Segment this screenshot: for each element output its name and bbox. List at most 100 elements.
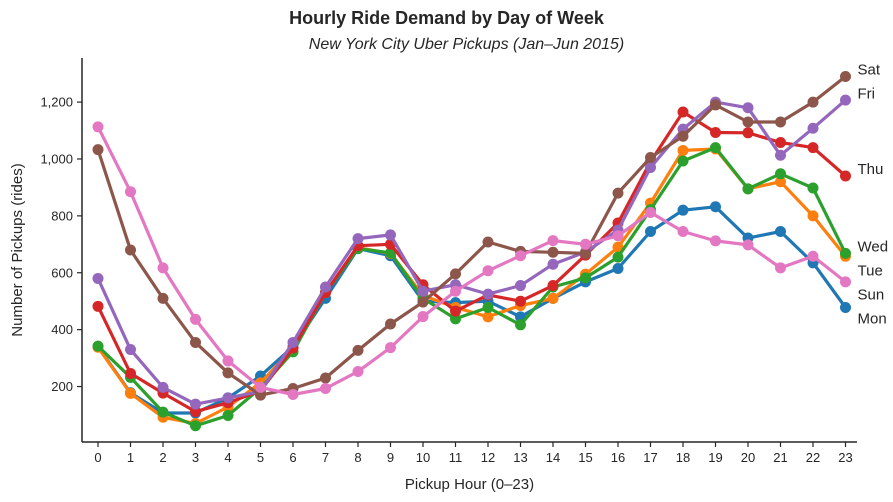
x-tick-label: 2 [159,450,166,465]
x-tick-label: 18 [676,450,690,465]
data-point [482,311,494,323]
data-point [320,383,331,395]
data-point [840,301,851,313]
x-tick-label: 0 [94,450,101,465]
data-point [840,94,851,106]
data-point [840,247,851,259]
series-end-label: Mon [858,310,887,327]
y-tick-label: 800 [51,208,73,223]
data-point [190,420,201,432]
data-point [450,305,461,317]
data-point [645,206,656,218]
data-point [775,176,786,188]
data-point [352,365,364,377]
data-point [515,280,526,292]
data-point [645,152,656,164]
data-point [547,292,559,304]
data-point [157,262,169,274]
data-point [807,142,819,154]
data-point [710,142,721,154]
x-tick-label: 13 [513,450,527,465]
series-mon [92,201,851,419]
data-point [157,292,169,304]
data-point [125,387,136,399]
series-line [96,146,847,428]
x-tick-label: 7 [322,450,329,465]
x-tick-label: 11 [449,450,463,465]
series-sat [92,70,851,401]
data-point [775,168,786,180]
data-point [677,204,689,216]
data-point [92,121,104,133]
data-point [612,262,624,274]
series-layer [92,70,851,432]
data-point [482,301,494,313]
data-point [255,389,266,401]
data-point [775,149,786,161]
y-tick-label: 1,200 [40,95,73,110]
data-point [775,262,786,274]
x-tick-label: 16 [611,450,625,465]
data-point [417,296,429,308]
y-tick-label: 1,000 [40,151,73,166]
data-point [710,127,721,139]
end-labels: Sat Fri Thu Wed Tue Sun Mon [858,61,889,327]
data-point [190,313,201,325]
data-point [612,251,624,263]
data-point [320,281,331,293]
data-point [222,355,234,367]
series-end-label: Wed [858,238,889,255]
series-line [96,75,847,397]
data-point [580,272,591,284]
data-point [157,381,169,393]
data-point [807,122,819,134]
data-point [612,241,624,253]
data-point [775,136,786,148]
data-point [92,272,104,284]
data-point [710,235,721,247]
data-point [645,226,656,238]
data-point [92,300,104,312]
data-point [710,201,721,213]
data-point [450,268,461,280]
data-point [157,406,169,418]
data-point [125,186,136,198]
data-point [840,276,851,288]
data-point [385,318,396,330]
data-point [515,319,526,331]
data-point [385,229,396,241]
data-point [190,398,201,410]
y-axis-label: Number of Pickups (rides) [9,163,26,336]
chart-subtitle: New York City Uber Pickups (Jan–Jun 2015… [308,36,625,53]
data-point [482,265,494,277]
chart-title: Hourly Ride Demand by Day of Week [289,8,604,28]
data-point [417,285,429,297]
data-point [547,246,559,258]
data-point [710,99,721,111]
series-end-label: Tue [858,262,883,279]
data-point [807,182,819,194]
data-point [807,210,819,222]
data-point [547,235,559,247]
data-point [775,226,786,238]
data-point [450,313,461,325]
data-point [580,247,591,259]
x-tick-label: 19 [708,450,722,465]
data-point [515,250,526,262]
data-point [125,244,136,256]
data-point [807,96,819,108]
axes: 0 1 2 3 4 5 6 7 8 9 10 11 12 13 14 15 16 17 18 19 20 21 22 2320… [40,58,857,465]
series-line [96,98,847,406]
data-point [775,116,786,128]
data-point [547,280,559,292]
data-point [352,344,364,356]
series-wed [92,142,851,432]
data-point [320,372,331,384]
x-tick-label: 5 [257,450,264,465]
data-point [612,187,624,199]
y-tick-label: 400 [51,322,73,337]
x-tick-label: 17 [643,450,657,465]
data-point [287,336,299,348]
data-point [255,381,266,393]
